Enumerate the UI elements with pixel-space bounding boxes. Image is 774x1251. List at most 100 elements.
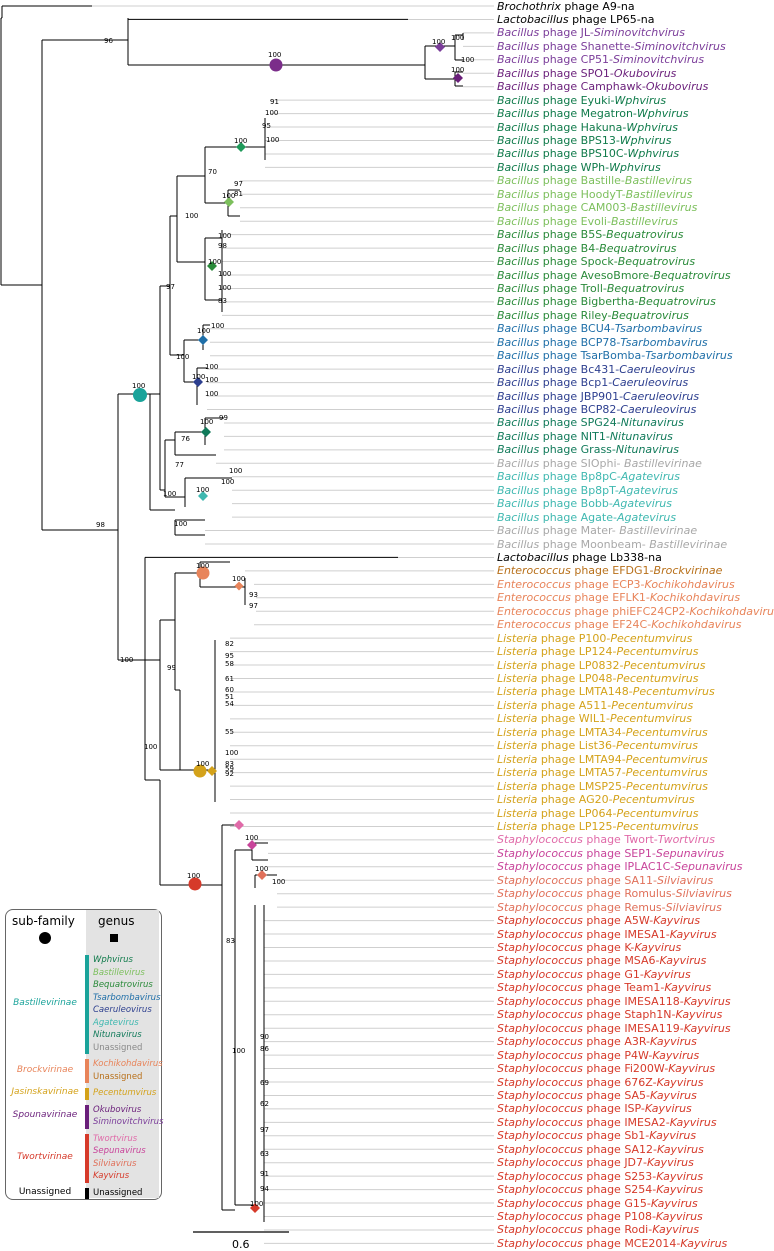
tip-strain: phage SEP1- [582, 846, 656, 860]
tip-label: Bacillus phage BCP78-Tsarbombavirus [497, 336, 708, 349]
tip-host: Bacillus [497, 308, 540, 322]
legend-subfamily-header: sub-family [12, 914, 75, 928]
bootstrap-value: 61 [225, 675, 234, 683]
tip-strain: phage Sb1- [582, 1129, 650, 1143]
tip-host: Listeria [497, 819, 538, 833]
tip-strain: phage ECP3- [570, 577, 645, 591]
tip-label: Bacillus phage Bc431-Caeruleovirus [497, 363, 695, 376]
tip-genus: Caeruleovirus [612, 376, 689, 390]
bootstrap-value: 99 [219, 414, 228, 422]
bootstrap-value: 98 [218, 242, 227, 250]
tip-label: Bacillus phage B4-Bequatrovirus [497, 242, 677, 255]
tip-genus: Bastillevirus [630, 201, 698, 215]
tip-label: Staphylococcus phage Remus-Silviavirus [497, 901, 722, 914]
tip-genus: na [620, 0, 635, 13]
bootstrap-value: 100 [196, 760, 210, 768]
tip-strain: phage LMTA57- [537, 766, 626, 780]
legend-genus: Twortvirus [93, 1133, 138, 1144]
tip-label: Staphylococcus phage Team1-Kayvirus [497, 981, 711, 994]
tip-label: Bacillus phage Camphawk-Okubovirus [497, 80, 708, 93]
tip-strain: phage LP124- [537, 645, 617, 659]
tip-strain: phage Spock- [539, 255, 618, 269]
tip-genus: Kochikohdavirus [689, 604, 774, 618]
tip-label: Bacillus phage Megatron-Wphvirus [497, 107, 689, 120]
tip-label: Staphylococcus phage SA5-Kayvirus [497, 1089, 697, 1102]
tip-host: Bacillus [497, 322, 540, 336]
tip-label: Staphylococcus phage SEP1-Sepunavirus [497, 847, 724, 860]
bootstrap-value: 97 [234, 180, 243, 188]
tip-genus: Pecentumvirus [632, 685, 715, 699]
bootstrap-value: 100 [120, 656, 134, 664]
bootstrap-value: 96 [104, 37, 113, 45]
subfamily-node-marker [193, 764, 207, 778]
bootstrap-value: 58 [225, 660, 234, 668]
tip-genus: Bequatrovirus [611, 308, 689, 322]
tip-host: Listeria [497, 631, 538, 645]
tip-strain: phage IMESA118- [582, 994, 684, 1008]
legend-genus: Unassigned [93, 1187, 143, 1198]
tip-host: Bacillus [497, 295, 540, 309]
tip-strain: phage JL- [539, 26, 594, 40]
tip-genus: Tsarbombavirus [614, 322, 703, 336]
tip-host: Staphylococcus [497, 1075, 583, 1089]
legend-subfamily: Jasinskavirinae [11, 1087, 79, 1098]
tip-strain: phage JBP901- [539, 389, 624, 403]
tip-genus: Pecentumvirus [616, 819, 699, 833]
tip-label: Bacillus phage Hakuna-Wphvirus [497, 121, 678, 134]
tip-host: Bacillus [497, 214, 540, 228]
tip-host: Staphylococcus [497, 954, 583, 968]
scale-bar-label: 0.6 [232, 1238, 250, 1251]
tip-genus: Kayvirus [675, 1008, 723, 1022]
bootstrap-value: 69 [260, 1079, 269, 1087]
tip-genus: Kayvirus [643, 967, 691, 981]
tip-genus: Bequatrovirus [638, 295, 716, 309]
tip-host: Staphylococcus [497, 1048, 583, 1062]
tip-strain: phage BCP82- [539, 403, 621, 416]
tip-strain: phage LP0832- [537, 658, 624, 672]
bootstrap-value: 94 [260, 1185, 269, 1193]
tip-strain: phage Shanette- [539, 39, 635, 53]
bootstrap-value: 100 [221, 478, 235, 486]
tip-host: Listeria [497, 672, 538, 685]
tip-strain: phage JD7- [582, 1156, 647, 1170]
tip-label: Staphylococcus phage A5W-Kayvirus [497, 914, 700, 927]
tip-genus: Kayvirus [647, 1156, 694, 1170]
tip-genus: na [640, 12, 655, 26]
tip-host: Bacillus [497, 483, 540, 497]
tip-genus: Pecentumvirus [625, 752, 708, 766]
tip-label: Staphylococcus phage S254-Kayvirus [497, 1183, 703, 1196]
tip-strain: phage ISP- [582, 1102, 645, 1116]
tip-genus: Silviavirus [665, 900, 722, 914]
tip-label: Staphylococcus phage Twort-Twortvirus [497, 833, 715, 846]
tip-host: Bacillus [497, 120, 540, 134]
tip-genus: na [648, 550, 662, 564]
tip-genus: Nitunavirus [620, 416, 684, 430]
bootstrap-value: 83 [218, 297, 227, 305]
bootstrap-value: 100 [432, 38, 446, 46]
tip-genus: Pecentumvirus [625, 766, 708, 780]
tip-host: Bacillus [497, 416, 540, 430]
tip-host: Staphylococcus [497, 1035, 583, 1049]
bootstrap-value: 100 [268, 51, 282, 59]
genus-node-marker [234, 820, 244, 830]
tip-genus: Kayvirus [656, 1183, 704, 1197]
tip-strain: phage WPh- [539, 160, 610, 174]
bootstrap-value: 100 [229, 467, 243, 475]
tip-strain: phage EFLK1- [570, 591, 650, 605]
tip-host: Enterococcus [497, 591, 571, 605]
genus-node-marker [224, 197, 234, 207]
bootstrap-value: 86 [260, 1045, 269, 1053]
tip-host: Staphylococcus [497, 1008, 583, 1022]
legend-genus: Bequatrovirus [93, 980, 153, 990]
tip-label: Enterococcus phage EFDG1-Brockvirinae [497, 564, 722, 577]
tip-label: Bacillus phage AvesoBmore-Bequatrovirus [497, 269, 731, 282]
tip-strain: phage Mater- [539, 524, 620, 538]
tip-genus: Wphvirus [627, 147, 680, 161]
bootstrap-value: 90 [260, 1033, 269, 1041]
tip-strain: phage SA5- [582, 1088, 650, 1102]
tip-host: Staphylococcus [497, 914, 583, 928]
tip-genus: Pecentumvirus [615, 739, 698, 753]
tip-genus: Kayvirus [650, 1088, 697, 1102]
bootstrap-value: 100 [187, 872, 201, 880]
tip-strain: phage Bp8pC- [539, 470, 621, 484]
